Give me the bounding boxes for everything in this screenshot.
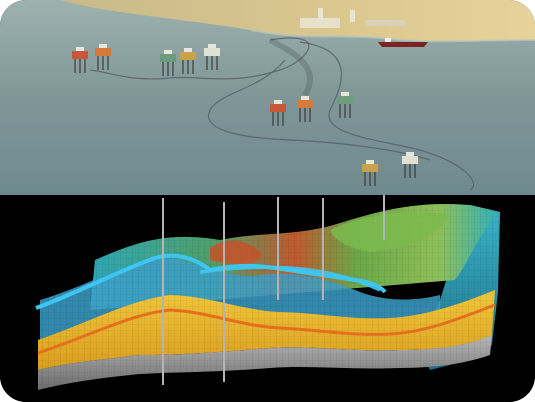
platform-h xyxy=(337,92,353,118)
platform-j xyxy=(402,152,418,178)
reservoir-panel xyxy=(0,195,535,402)
tanker-ship xyxy=(378,38,428,47)
onshore-facility xyxy=(300,8,405,28)
pipeline xyxy=(207,59,431,161)
oil-horizon xyxy=(37,303,496,355)
platform-g xyxy=(297,96,313,122)
offshore-panel xyxy=(0,0,535,195)
platform-a xyxy=(72,47,88,73)
pipeline xyxy=(299,41,475,191)
platform-f xyxy=(270,100,286,126)
platform-b xyxy=(95,44,111,70)
desert-coastline xyxy=(60,0,535,42)
platform-d xyxy=(180,48,196,74)
pipeline xyxy=(89,37,310,80)
platform-c xyxy=(160,50,176,76)
platform-i xyxy=(362,160,378,186)
platform-e xyxy=(204,44,220,70)
